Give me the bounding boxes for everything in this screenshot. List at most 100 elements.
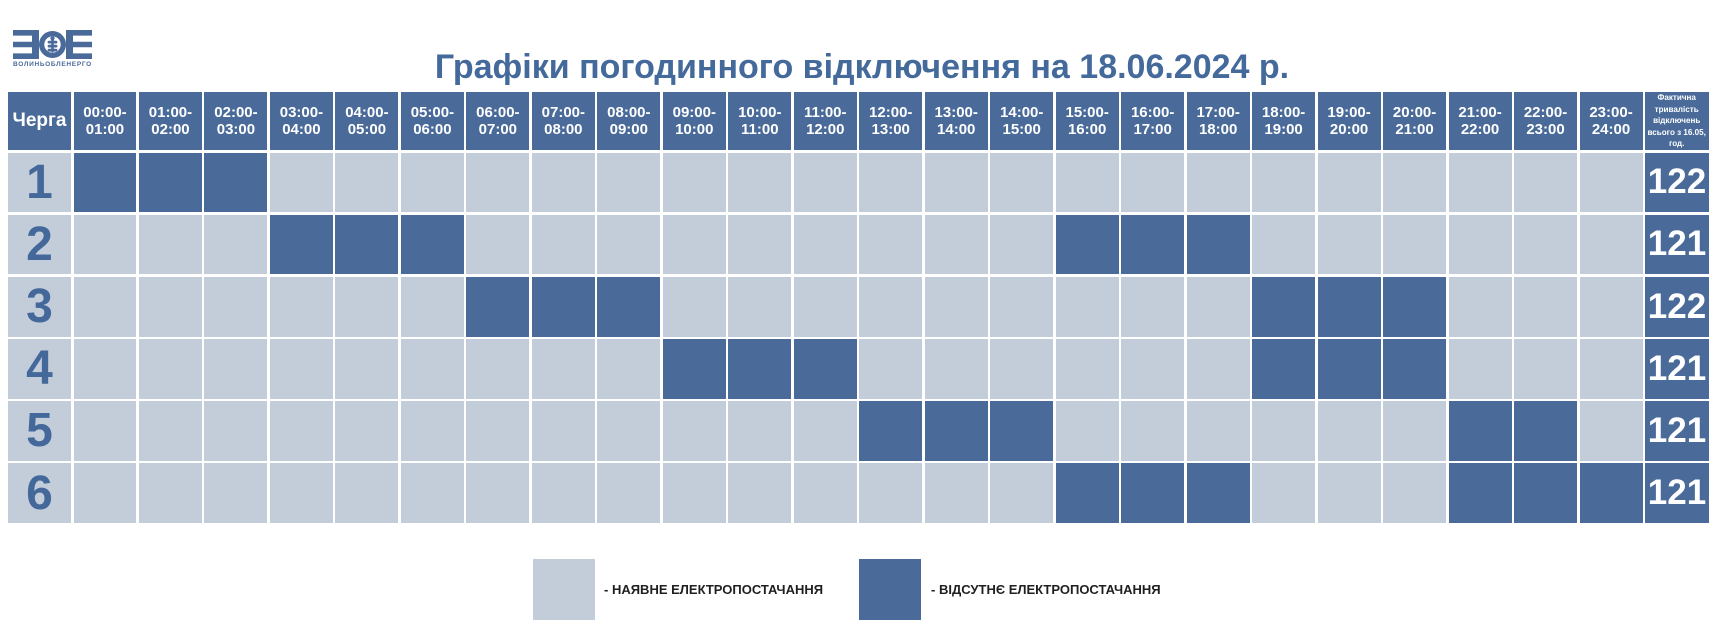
cell-queue3-hour4-power xyxy=(335,276,399,337)
header-time-5: 05:00- 06:00 xyxy=(400,92,464,150)
header-time-18: 18:00- 19:00 xyxy=(1252,92,1316,150)
zoe-logo-icon xyxy=(13,30,92,59)
header-queue: Черга xyxy=(8,92,71,150)
cell-queue5-hour5-power xyxy=(400,401,464,461)
total-queue6: 121 xyxy=(1645,463,1709,523)
cell-queue1-hour18-power xyxy=(1252,152,1316,213)
header-time-8: 08:00- 09:00 xyxy=(597,92,661,150)
cell-queue3-hour1-power xyxy=(138,276,202,337)
cell-queue4-hour21-power xyxy=(1448,339,1512,399)
cell-queue5-hour10-power xyxy=(728,401,792,461)
cell-queue2-hour1-power xyxy=(138,214,202,275)
cell-queue6-hour3-power xyxy=(269,463,333,523)
cell-queue5-hour17-power xyxy=(1186,401,1250,461)
cell-queue6-hour7-power xyxy=(531,463,595,523)
cell-queue3-hour18-outage xyxy=(1252,276,1316,337)
cell-queue6-hour13-power xyxy=(924,463,988,523)
header-time-9: 09:00- 10:00 xyxy=(662,92,726,150)
total-queue4: 121 xyxy=(1645,339,1709,399)
cell-queue5-hour9-power xyxy=(662,401,726,461)
header-time-1: 01:00- 02:00 xyxy=(138,92,202,150)
cell-queue4-hour22-power xyxy=(1514,339,1578,399)
header-time-19: 19:00- 20:00 xyxy=(1317,92,1381,150)
cell-queue3-hour10-power xyxy=(728,276,792,337)
cell-queue5-hour13-outage xyxy=(924,401,988,461)
cell-queue1-hour9-power xyxy=(662,152,726,213)
cell-queue6-hour17-outage xyxy=(1186,463,1250,523)
cell-queue1-hour3-power xyxy=(269,152,333,213)
cell-queue6-hour14-power xyxy=(990,463,1054,523)
cell-queue3-hour7-outage xyxy=(531,276,595,337)
cell-queue4-hour12-power xyxy=(859,339,923,399)
total-queue3: 122 xyxy=(1645,276,1709,337)
cell-queue5-hour7-power xyxy=(531,401,595,461)
cell-queue2-hour0-power xyxy=(73,214,137,275)
queue-number-5: 5 xyxy=(8,401,71,461)
total-queue5: 121 xyxy=(1645,401,1709,461)
legend-power-on-label: - НАЯВНЕ ЕЛЕКТРОПОСТАЧАННЯ xyxy=(604,582,824,597)
cell-queue4-hour5-power xyxy=(400,339,464,399)
cell-queue5-hour19-power xyxy=(1317,401,1381,461)
cell-queue1-hour8-power xyxy=(597,152,661,213)
cell-queue3-hour21-power xyxy=(1448,276,1512,337)
cell-queue3-hour19-outage xyxy=(1317,276,1381,337)
header-time-15: 15:00- 16:00 xyxy=(1055,92,1119,150)
cell-queue4-hour18-outage xyxy=(1252,339,1316,399)
cell-queue3-hour16-power xyxy=(1121,276,1185,337)
cell-queue4-hour3-power xyxy=(269,339,333,399)
cell-queue2-hour2-power xyxy=(204,214,268,275)
cell-queue5-hour16-power xyxy=(1121,401,1185,461)
cell-queue5-hour8-power xyxy=(597,401,661,461)
cell-queue4-hour9-outage xyxy=(662,339,726,399)
cell-queue4-hour6-power xyxy=(466,339,530,399)
cell-queue3-hour23-power xyxy=(1579,276,1643,337)
cell-queue5-hour22-outage xyxy=(1514,401,1578,461)
cell-queue4-hour4-power xyxy=(335,339,399,399)
cell-queue5-hour20-power xyxy=(1383,401,1447,461)
cell-queue5-hour12-outage xyxy=(859,401,923,461)
cell-queue4-hour14-power xyxy=(990,339,1054,399)
cell-queue4-hour23-power xyxy=(1579,339,1643,399)
cell-queue2-hour12-power xyxy=(859,214,923,275)
cell-queue4-hour10-outage xyxy=(728,339,792,399)
cell-queue1-hour7-power xyxy=(531,152,595,213)
cell-queue2-hour22-power xyxy=(1514,214,1578,275)
cell-queue4-hour7-power xyxy=(531,339,595,399)
cell-queue2-hour7-power xyxy=(531,214,595,275)
cell-queue4-hour19-outage xyxy=(1317,339,1381,399)
company-name: ВОЛИНЬОБЛЕНЕРГО xyxy=(13,60,92,68)
cell-queue2-hour5-outage xyxy=(400,214,464,275)
cell-queue6-hour1-power xyxy=(138,463,202,523)
cell-queue4-hour2-power xyxy=(204,339,268,399)
total-queue2: 121 xyxy=(1645,214,1709,275)
cell-queue6-hour16-outage xyxy=(1121,463,1185,523)
cell-queue3-hour15-power xyxy=(1055,276,1119,337)
cell-queue3-hour20-outage xyxy=(1383,276,1447,337)
legend-power-on-swatch xyxy=(533,559,595,620)
cell-queue6-hour22-outage xyxy=(1514,463,1578,523)
cell-queue3-hour2-power xyxy=(204,276,268,337)
cell-queue5-hour14-outage xyxy=(990,401,1054,461)
cell-queue1-hour21-power xyxy=(1448,152,1512,213)
cell-queue1-hour4-power xyxy=(335,152,399,213)
cell-queue2-hour10-power xyxy=(728,214,792,275)
cell-queue6-hour6-power xyxy=(466,463,530,523)
cell-queue3-hour0-power xyxy=(73,276,137,337)
cell-queue6-hour15-outage xyxy=(1055,463,1119,523)
cell-queue4-hour1-power xyxy=(138,339,202,399)
cell-queue4-hour20-outage xyxy=(1383,339,1447,399)
cell-queue1-hour13-power xyxy=(924,152,988,213)
cell-queue3-hour14-power xyxy=(990,276,1054,337)
cell-queue6-hour2-power xyxy=(204,463,268,523)
header-time-12: 12:00- 13:00 xyxy=(859,92,923,150)
cell-queue2-hour16-outage xyxy=(1121,214,1185,275)
cell-queue1-hour22-power xyxy=(1514,152,1578,213)
cell-queue2-hour21-power xyxy=(1448,214,1512,275)
header-time-7: 07:00- 08:00 xyxy=(531,92,595,150)
cell-queue5-hour11-power xyxy=(793,401,857,461)
cell-queue2-hour9-power xyxy=(662,214,726,275)
cell-queue1-hour16-power xyxy=(1121,152,1185,213)
cell-queue6-hour10-power xyxy=(728,463,792,523)
cell-queue5-hour15-power xyxy=(1055,401,1119,461)
